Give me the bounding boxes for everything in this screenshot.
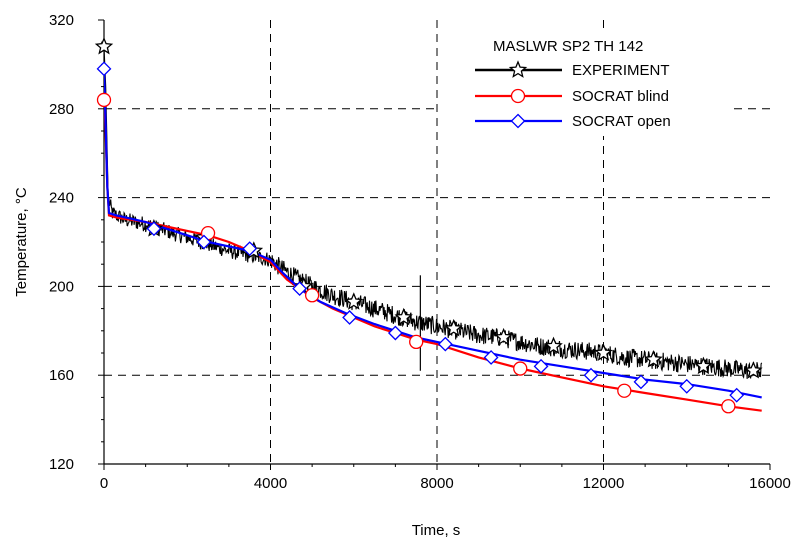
series-marker-diamond: [483, 350, 499, 365]
series-marker-star: [394, 307, 413, 326]
legend-label: EXPERIMENT: [572, 62, 670, 79]
legend-marker-diamond: [510, 113, 526, 129]
legend-items: EXPERIMENT SOCRAT blind SOCRAT open: [475, 60, 671, 130]
legend: MASLWR SP2 TH 142 EXPERIMENT SOCRAT blind…: [440, 28, 730, 136]
series-marker-circle: [513, 361, 528, 376]
y-tick-label: 280: [49, 101, 74, 118]
series-marker-star: [644, 350, 663, 368]
series-marker-diamond: [633, 374, 649, 390]
legend-box: [440, 28, 730, 136]
series-marker-diamond: [242, 241, 258, 257]
series-marker-star: [594, 343, 613, 361]
series-marker-star: [444, 318, 463, 337]
x-tick-label: 8000: [420, 475, 453, 492]
series-marker-diamond: [729, 387, 745, 403]
series-marker-star: [544, 336, 563, 355]
series-marker-diamond: [292, 281, 308, 297]
x-axis-label: Time, s: [412, 522, 461, 539]
series-marker-star: [494, 327, 513, 346]
series-marker-circle: [96, 92, 112, 108]
series-marker-star: [694, 356, 713, 375]
legend-label: SOCRAT blind: [572, 88, 669, 105]
x-tick-label: 16000: [749, 475, 791, 492]
series-marker-diamond: [387, 325, 403, 341]
legend-marker-star: [508, 60, 528, 78]
y-axis-label: Temperature, °C: [13, 187, 30, 297]
series-marker-diamond: [679, 378, 695, 394]
series-marker-diamond: [146, 221, 162, 237]
x-tick-label: 4000: [254, 475, 287, 492]
series-marker-circle: [409, 334, 424, 350]
series-marker-circle: [304, 288, 320, 303]
series-marker-star: [744, 361, 763, 379]
legend-label: SOCRAT open: [572, 113, 671, 130]
y-tick-label: 120: [49, 456, 74, 473]
series-marker-diamond: [196, 234, 212, 250]
series-marker-circle: [617, 383, 632, 398]
series-marker-star: [344, 292, 363, 310]
x-tick-label: 12000: [583, 475, 625, 492]
series-marker-star: [94, 36, 114, 55]
legend-marker-circle: [510, 88, 526, 104]
y-tick-label: 160: [49, 367, 74, 384]
series-marker-diamond: [342, 310, 358, 325]
y-tick-label: 200: [49, 278, 74, 295]
series-markers: [94, 36, 763, 414]
legend-title: MASLWR SP2 TH 142: [493, 38, 643, 55]
series-marker-diamond: [533, 358, 549, 374]
y-tick-label: 320: [49, 12, 74, 29]
series-marker-diamond: [437, 336, 453, 352]
series-marker-circle: [721, 399, 736, 414]
y-tick-label: 240: [49, 190, 74, 207]
tick-labels: 0 4000 8000 12000 16000 120 160 200 240 280 320: [49, 12, 791, 492]
series-marker-diamond: [583, 367, 599, 383]
x-tick-label: 0: [100, 475, 108, 492]
series-marker-diamond: [96, 61, 112, 77]
